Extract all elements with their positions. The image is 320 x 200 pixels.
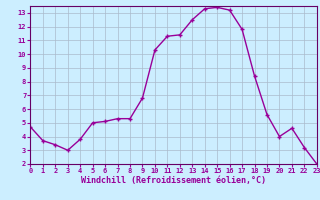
X-axis label: Windchill (Refroidissement éolien,°C): Windchill (Refroidissement éolien,°C): [81, 176, 266, 185]
